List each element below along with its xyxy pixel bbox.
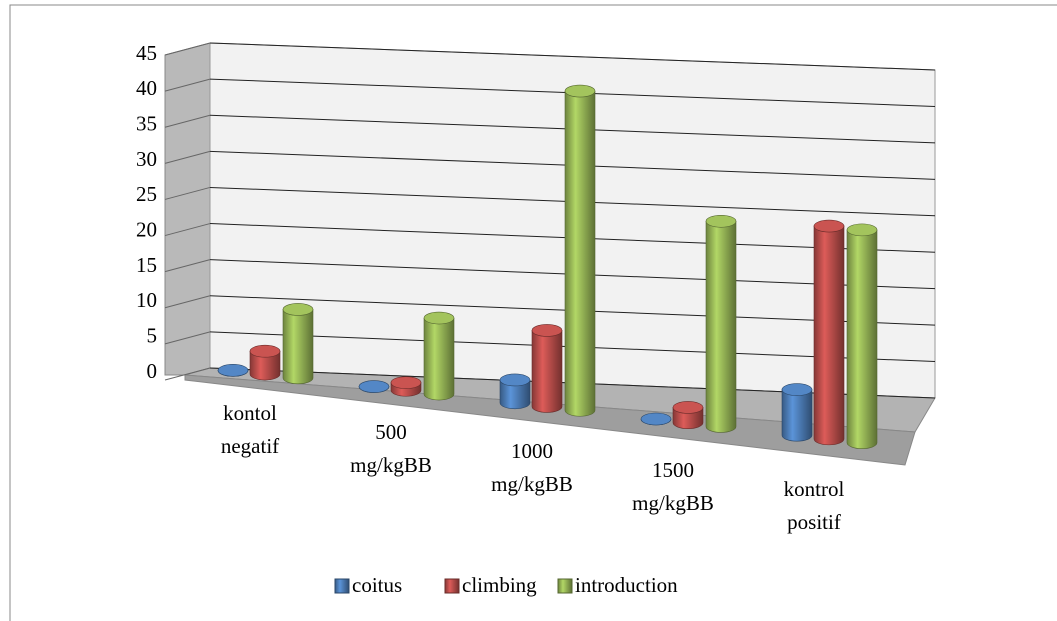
side-grid-line <box>164 259 211 273</box>
side-grid-line <box>164 331 211 345</box>
bar <box>358 380 390 393</box>
y-tick-label: 30 <box>136 147 157 171</box>
bar-body <box>813 225 845 446</box>
legend-label: introduction <box>575 573 678 597</box>
legend-label: coitus <box>352 573 402 597</box>
bar-body <box>705 220 737 433</box>
x-tick-label: kontol negatif <box>221 401 279 458</box>
bar-body <box>499 379 531 410</box>
bar-body <box>564 90 596 417</box>
bar <box>813 219 845 446</box>
bar <box>249 344 281 381</box>
side-grid-line <box>164 42 211 56</box>
x-tick-label: 500 mg/kgBB <box>350 420 432 477</box>
bar <box>531 324 563 413</box>
side-grid-line <box>164 367 211 381</box>
side-grid-line <box>164 223 211 237</box>
x-tick-label: kontrol positif <box>784 477 845 534</box>
bar-body <box>282 309 314 385</box>
y-tick-label: 10 <box>136 288 157 312</box>
bar <box>846 223 878 449</box>
bar-top <box>672 401 704 414</box>
bar-top <box>531 324 563 337</box>
y-tick-label: 5 <box>147 323 158 347</box>
bar-top <box>564 84 596 98</box>
bar <box>499 373 531 410</box>
bar-top <box>390 376 422 389</box>
side-grid-line <box>164 150 211 164</box>
side-grid-line <box>164 78 211 92</box>
bar <box>423 311 455 401</box>
bar <box>781 383 813 442</box>
legend-swatch <box>557 578 573 594</box>
bar-top <box>282 303 314 316</box>
legend-swatch <box>444 578 460 594</box>
bar-top <box>358 380 390 393</box>
bar-top <box>423 311 455 325</box>
bar-top <box>705 214 737 228</box>
y-tick-label: 0 <box>147 359 158 383</box>
floor-edge <box>184 374 916 466</box>
bar <box>564 84 596 417</box>
y-tick-label: 20 <box>136 217 157 241</box>
side-grid-line <box>164 186 211 200</box>
side-grid-line <box>164 295 211 309</box>
bar-top <box>846 223 878 237</box>
bar-top <box>781 383 813 396</box>
bar-body <box>249 350 281 381</box>
bar <box>640 412 672 426</box>
bar <box>217 364 249 377</box>
legend-label: climbing <box>462 573 537 597</box>
bar-top <box>813 219 845 233</box>
bar-top <box>640 412 672 426</box>
grid-line <box>209 42 936 71</box>
bar <box>390 376 422 397</box>
bar-body <box>531 330 563 413</box>
bar <box>282 303 314 385</box>
y-tick-label: 35 <box>136 111 157 135</box>
y-tick-label: 25 <box>136 182 157 206</box>
bar <box>672 401 704 429</box>
side-grid-line <box>164 114 211 128</box>
y-tick-label: 40 <box>136 76 157 100</box>
x-tick-label: 1500 mg/kgBB <box>632 458 714 515</box>
y-tick-label: 15 <box>136 253 157 277</box>
bar-body <box>846 229 878 449</box>
side-wall <box>164 42 211 376</box>
y-tick-label: 45 <box>136 41 157 65</box>
frame <box>9 4 1057 621</box>
bar <box>705 214 737 433</box>
bar-top <box>499 373 531 387</box>
legend-swatch <box>334 578 350 594</box>
bar-body <box>423 317 455 401</box>
bar-top <box>217 364 249 377</box>
bar-body <box>781 389 813 442</box>
x-tick-label: 1000 mg/kgBB <box>491 439 573 496</box>
bar-top <box>249 344 281 358</box>
